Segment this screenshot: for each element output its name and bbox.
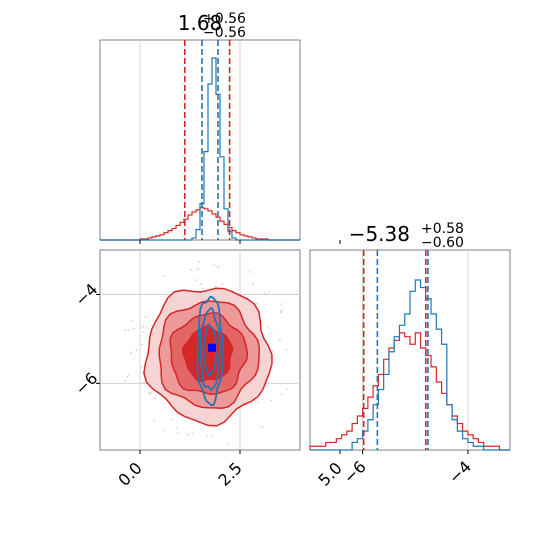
parameter-2-median: −5.38 (349, 222, 410, 246)
blue-truth-marker (208, 343, 216, 352)
scatter-point (144, 315, 147, 318)
scatter-point (270, 399, 272, 402)
scatter-point (163, 429, 165, 432)
blue-contour (199, 306, 221, 391)
scatter-point (280, 311, 283, 314)
scatter-point (211, 435, 214, 437)
scatter-point (197, 268, 199, 271)
scatter-point (221, 283, 224, 285)
x-tick-label: 2.5 (214, 458, 245, 489)
marginal-y-quantile-lines (362, 250, 429, 450)
scatter-point (130, 352, 133, 355)
scatter-point (266, 325, 269, 328)
scatter-point (141, 366, 143, 369)
scatter-point (280, 393, 283, 395)
marginal-x-grid (139, 40, 241, 240)
scatter-point (213, 263, 215, 266)
scatter-point (252, 282, 254, 285)
parameter-2-minus: −0.60 (421, 235, 464, 251)
scatter-point (148, 392, 151, 395)
scatter-point (201, 287, 204, 290)
scatter-point (281, 309, 283, 312)
scatter-point (146, 327, 149, 329)
parameter-1-median: 1.68 (178, 11, 223, 35)
scatter-point (154, 397, 156, 399)
scatter-point (257, 401, 260, 404)
scatter-point (270, 332, 273, 334)
x-tick-label: −6 (340, 457, 370, 487)
scatter-point (279, 338, 281, 341)
scatter-point (199, 283, 202, 285)
scatter-point (256, 302, 259, 305)
parameter-1-title: 1.68 (178, 11, 223, 35)
scatter-point (128, 373, 131, 376)
scatter-point (280, 303, 283, 306)
y-tick-label: −4 (71, 280, 101, 310)
scatter-point (127, 329, 130, 331)
scatter-point (124, 379, 126, 382)
scatter-point (263, 292, 266, 294)
scatter-point (126, 376, 128, 378)
scatter-point (194, 279, 197, 282)
scatter-point (142, 331, 145, 333)
scatter-point (135, 348, 138, 351)
joint-panel: −4−6 0.0 2.5 5.0 (71, 249, 346, 490)
scatter-point (170, 418, 173, 420)
scatter-point (186, 433, 189, 436)
scatter-point (205, 434, 208, 437)
scatter-point (214, 285, 217, 288)
scatter-point (176, 431, 179, 434)
marginal-y-x-ticks: −6 −4 (340, 450, 475, 487)
scatter-point (198, 261, 201, 263)
parameter-2-title: −5.38 (349, 222, 410, 246)
scatter-point (150, 392, 153, 395)
scatter-point (272, 350, 274, 353)
marginal-y-grid (362, 250, 469, 450)
scatter-point (142, 324, 145, 327)
blue-contour (202, 323, 217, 378)
marginal-y-histograms (309, 279, 510, 451)
y-tick-label: −6 (71, 369, 101, 399)
scatter-point (267, 291, 270, 294)
blue-contour (196, 295, 225, 407)
scatter-point (248, 271, 251, 273)
scatter-point (131, 320, 134, 323)
scatter-point (153, 419, 156, 422)
parameter-1-plus: +0.56 (203, 11, 246, 27)
scatter-point (286, 388, 289, 391)
scatter-point (190, 269, 192, 271)
histogram-blue-x (100, 57, 300, 241)
marginal-y-panel: −6 −4 −5.38 +0.58 −0.60 (309, 221, 511, 487)
marginal-x-histograms (100, 57, 300, 241)
parameter-1-minus: −0.56 (203, 25, 246, 41)
histogram-red-y (309, 332, 510, 451)
x-tick-label: −4 (445, 457, 475, 487)
marginal-y-frame (309, 249, 511, 451)
marginal-x-panel: 1.68 +0.56 −0.56 (99, 11, 341, 244)
joint-contours (143, 287, 273, 427)
parameter-2-plus: +0.58 (421, 221, 464, 237)
scatter-point (142, 381, 145, 384)
scatter-point (132, 328, 135, 330)
joint-y-ticks: −4 −6 (71, 280, 101, 399)
scatter-point (285, 349, 288, 351)
scatter-point (261, 426, 263, 428)
marginal-x-quantile-lines (139, 40, 341, 244)
scatter-point (226, 442, 229, 445)
scatter-point (217, 266, 220, 268)
scatter-point (140, 343, 143, 346)
scatter-point (175, 427, 178, 430)
scatter-point (141, 326, 144, 329)
x-tick-label: 0.0 (114, 458, 145, 489)
scatter-point (191, 433, 194, 435)
joint-x-ticks: 0.0 2.5 5.0 (114, 450, 346, 490)
scatter-point (162, 275, 165, 277)
histogram-blue-y (310, 279, 510, 451)
scatter-point (124, 329, 127, 332)
